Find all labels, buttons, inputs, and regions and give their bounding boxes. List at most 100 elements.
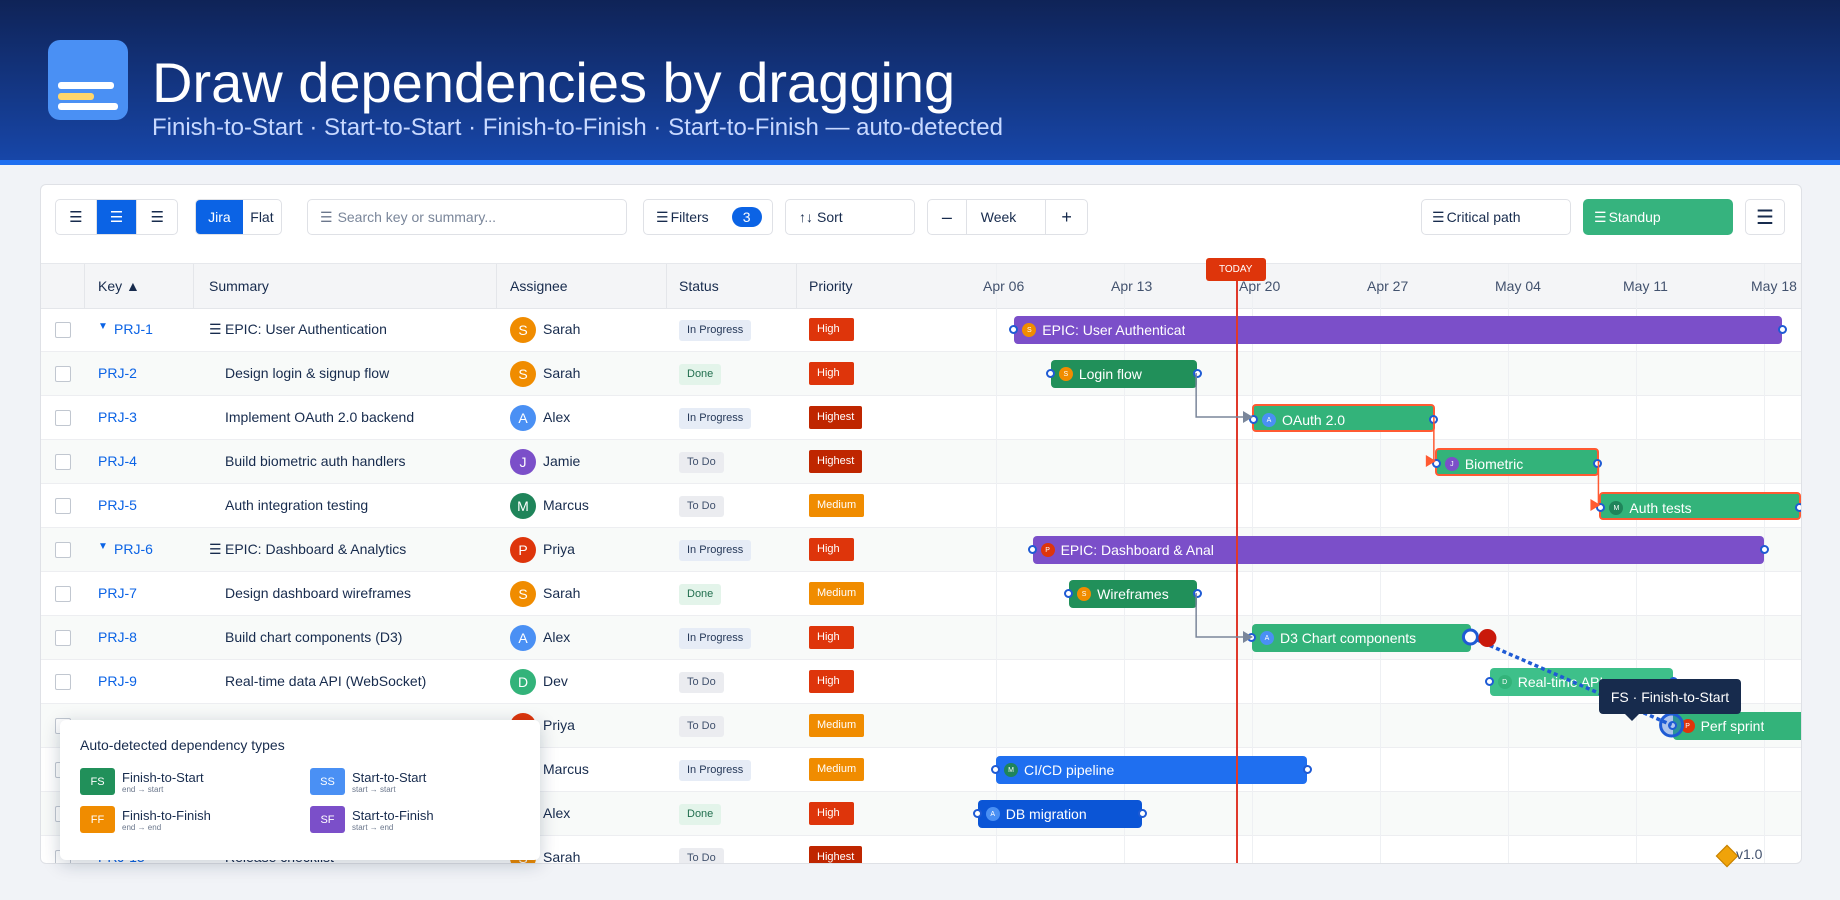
critical-path-button[interactable]: ☰ Critical path [1421, 199, 1571, 235]
bar-start-handle[interactable] [1431, 459, 1441, 468]
bar-start-handle[interactable] [1484, 677, 1494, 686]
bar-end-handle[interactable] [1138, 809, 1148, 818]
table-row[interactable]: PRJ-2 Design login & signup flow S Sarah Don… [41, 352, 1801, 396]
issue-summary[interactable]: Design login & signup flow [225, 365, 390, 381]
bar-end-handle[interactable] [1759, 545, 1769, 554]
bar-start-handle[interactable] [991, 765, 1000, 774]
bar-start-handle[interactable] [1009, 325, 1019, 334]
column-header-status[interactable]: Status [679, 278, 719, 294]
priority-badge[interactable]: Highest [809, 450, 863, 473]
row-checkbox[interactable] [55, 366, 71, 382]
issue-key[interactable]: PRJ-2 [98, 365, 137, 381]
expand-caret-icon[interactable]: ▼ [98, 321, 108, 332]
priority-badge[interactable]: Highest [809, 846, 863, 863]
bar-end-handle[interactable] [1193, 369, 1203, 378]
bar-end-handle[interactable] [1302, 765, 1312, 774]
mode-flat-button[interactable]: Flat [250, 209, 274, 225]
gantt-bar[interactable]: S Login flow [1045, 360, 1203, 388]
issue-summary[interactable]: Design dashboard wireframes [225, 585, 411, 601]
issue-key[interactable]: PRJ-3 [98, 409, 137, 425]
issue-key[interactable]: PRJ-6 [114, 541, 153, 557]
bar-start-handle[interactable] [1045, 369, 1055, 378]
issue-key[interactable]: PRJ-9 [98, 673, 137, 689]
column-header-priority[interactable]: Priority [809, 278, 853, 294]
sort-button[interactable]: ↑↓ Sort [785, 199, 915, 235]
bar-end-handle[interactable] [1593, 459, 1603, 468]
priority-badge[interactable]: Medium [809, 714, 865, 737]
status-badge[interactable]: To Do [679, 672, 724, 693]
table-row[interactable]: PRJ-9 Real-time data API (WebSocket) D Dev T… [41, 660, 1801, 704]
status-badge[interactable]: To Do [679, 716, 724, 737]
status-badge[interactable]: Done [679, 584, 722, 605]
row-checkbox[interactable] [55, 410, 71, 426]
status-badge[interactable]: In Progress [679, 540, 752, 561]
gantt-bar[interactable]: P EPIC: Dashboard & Anal [1027, 536, 1769, 564]
bar-end-handle[interactable] [1794, 503, 1801, 512]
gantt-bar[interactable]: A OAuth 2.0 [1249, 404, 1438, 432]
bar-start-handle[interactable] [1027, 545, 1037, 554]
status-badge[interactable]: In Progress [679, 760, 752, 781]
bar-end-handle[interactable] [1428, 415, 1438, 424]
table-row[interactable]: PRJ-3 Implement OAuth 2.0 backend A Alex In … [41, 396, 1801, 440]
priority-badge[interactable]: High [809, 538, 854, 561]
priority-badge[interactable]: Medium [809, 582, 865, 605]
gantt-bar[interactable]: J Biometric [1431, 448, 1603, 476]
bar-start-handle[interactable] [1064, 589, 1074, 598]
bar-start-handle[interactable] [1247, 633, 1256, 642]
list-view-button[interactable]: ☰ [56, 200, 97, 234]
priority-badge[interactable]: Medium [809, 758, 865, 781]
bar-end-handle[interactable] [1467, 633, 1477, 642]
zoom-level[interactable]: Week [967, 200, 1047, 234]
row-checkbox[interactable] [55, 322, 71, 338]
row-checkbox[interactable] [55, 454, 71, 470]
gantt-bar[interactable]: M CI/CD pipeline [991, 756, 1312, 784]
row-checkbox[interactable] [55, 586, 71, 602]
bar-start-handle[interactable] [972, 809, 982, 818]
issue-summary[interactable]: Build chart components (D3) [225, 629, 403, 645]
mode-jira-button[interactable]: Jira [196, 200, 243, 234]
gantt-view-button[interactable]: ☰ [96, 200, 138, 234]
issue-key[interactable]: PRJ-7 [98, 585, 137, 601]
issue-key[interactable]: PRJ-5 [98, 497, 137, 513]
gantt-bar[interactable]: P Perf sprint [1667, 712, 1801, 740]
expand-caret-icon[interactable]: ▼ [98, 541, 108, 552]
issue-summary[interactable]: Build biometric auth handlers [225, 453, 406, 469]
search-input[interactable]: Search key or summary... [337, 209, 497, 225]
row-checkbox[interactable] [55, 498, 71, 514]
priority-badge[interactable]: High [809, 670, 854, 693]
gantt-bar[interactable]: S Wireframes [1064, 580, 1203, 608]
status-badge[interactable]: To Do [679, 452, 724, 473]
gantt-bar[interactable]: M Auth tests [1596, 492, 1801, 520]
menu-button[interactable]: ☰ [1745, 199, 1785, 235]
gantt-bar[interactable]: A D3 Chart components [1247, 624, 1477, 652]
issue-summary[interactable]: Implement OAuth 2.0 backend [225, 409, 415, 425]
bar-start-handle[interactable] [1667, 721, 1677, 730]
table-row[interactable]: ▼ PRJ-1 ☰ EPIC: User Authentication S Sarah In… [41, 308, 1801, 352]
table-row[interactable]: PRJ-7 Design dashboard wireframes S Sarah Do… [41, 572, 1801, 616]
status-badge[interactable]: To Do [679, 848, 724, 863]
standup-button[interactable]: ☰ Standup [1583, 199, 1733, 235]
table-row[interactable]: PRJ-5 Auth integration testing M Marcus To D… [41, 484, 1801, 528]
row-checkbox[interactable] [55, 630, 71, 646]
bar-end-handle[interactable] [1778, 325, 1788, 334]
zoom-in-button[interactable]: + [1061, 206, 1072, 227]
bar-end-handle[interactable] [1193, 589, 1203, 598]
status-badge[interactable]: In Progress [679, 408, 752, 429]
row-checkbox[interactable] [55, 674, 71, 690]
status-badge[interactable]: Done [679, 804, 722, 825]
priority-badge[interactable]: High [809, 802, 854, 825]
issue-summary[interactable]: Real-time data API (WebSocket) [225, 673, 427, 689]
priority-badge[interactable]: Medium [809, 494, 865, 517]
column-header-key[interactable]: Key ▲ [98, 278, 140, 294]
status-badge[interactable]: In Progress [679, 628, 752, 649]
filters-button[interactable]: ☰ Filters 3 [643, 199, 773, 235]
column-header-summary[interactable]: Summary [209, 278, 269, 294]
issue-summary[interactable]: EPIC: User Authentication [225, 321, 387, 337]
issue-key[interactable]: PRJ-4 [98, 453, 137, 469]
status-badge[interactable]: In Progress [679, 320, 752, 341]
issue-summary[interactable]: Auth integration testing [225, 497, 369, 513]
board-view-button[interactable]: ☰ [137, 200, 177, 234]
bar-start-handle[interactable] [1596, 503, 1606, 512]
gantt-bar[interactable]: A DB migration [972, 800, 1148, 828]
issue-key[interactable]: PRJ-1 [114, 321, 153, 337]
